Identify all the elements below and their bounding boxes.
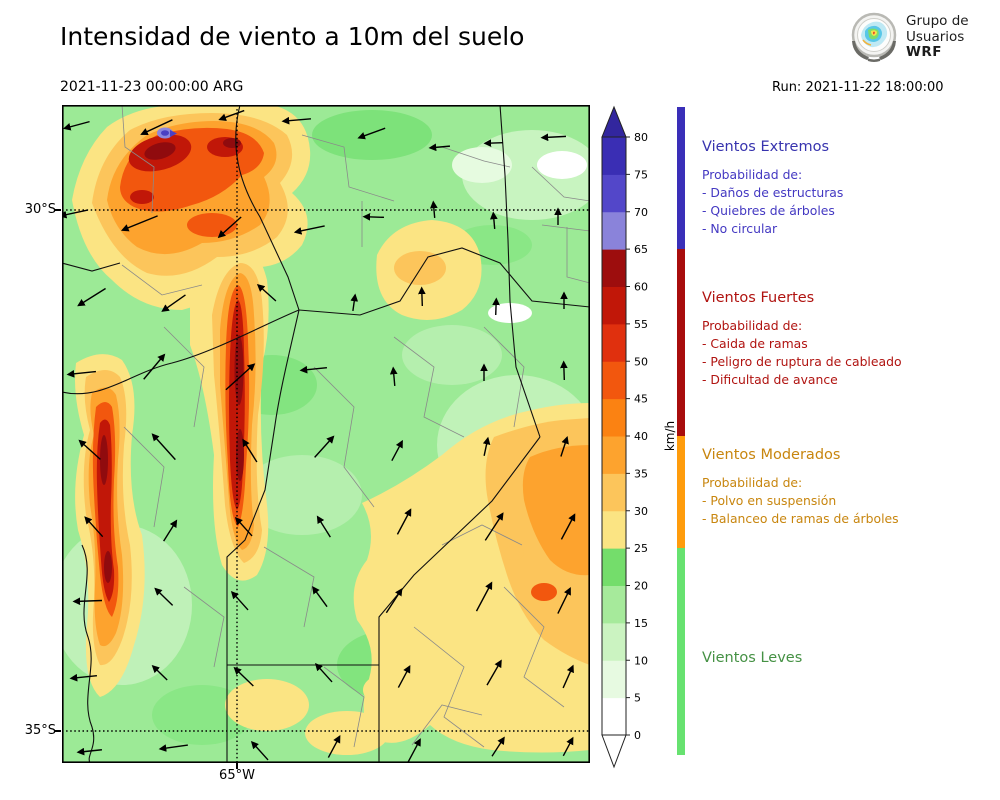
legend-heading-leves: Vientos Leves [702, 650, 803, 666]
svg-text:10: 10 [634, 654, 648, 667]
svg-text:50: 50 [634, 355, 648, 368]
run-time-label: Run: 2021-11-22 18:00:00 [772, 80, 944, 95]
category-strip-segment [677, 548, 685, 755]
logo-line-2: Usuarios [906, 28, 965, 45]
extreme-wind-spot [157, 127, 177, 139]
axis-tick-65w [236, 763, 238, 769]
axis-tick-30s [55, 209, 61, 211]
svg-text:15: 15 [634, 617, 648, 630]
logo-line-1: Grupo de [906, 13, 969, 29]
svg-text:40: 40 [634, 430, 648, 443]
svg-text:km/h: km/h [663, 421, 677, 451]
category-strip-segment [677, 436, 685, 549]
wind-vector-arrows [62, 109, 576, 763]
legend-light-winds: Vientos Leves [702, 650, 998, 677]
legend-item: - Balanceo de ramas de árboles [702, 511, 899, 526]
lat-label-35s: 35°S [24, 723, 56, 738]
legend-heading-fuertes: Vientos Fuertes [702, 290, 815, 306]
svg-text:35: 35 [634, 467, 648, 480]
legend-item: Probabilidad de: [702, 167, 803, 182]
globe-seal-icon [851, 12, 897, 62]
svg-text:5: 5 [634, 692, 641, 705]
legend-item: - Polvo en suspensión [702, 493, 837, 508]
province-boundaries [62, 105, 590, 763]
lat-label-30s: 30°S [24, 202, 56, 217]
category-strip-segment [677, 249, 685, 436]
svg-text:0: 0 [634, 729, 641, 742]
svg-text:30: 30 [634, 505, 648, 518]
department-boundaries [121, 105, 590, 748]
graticule-lines [62, 105, 590, 763]
map-canvas [62, 105, 591, 764]
svg-text:60: 60 [634, 281, 648, 294]
svg-text:75: 75 [634, 168, 648, 181]
svg-text:80: 80 [634, 131, 648, 144]
legend-item: - Caida de ramas [702, 336, 808, 351]
valid-time-label: 2021-11-23 00:00:00 ARG [60, 79, 244, 95]
legend-item: - No circular [702, 221, 778, 236]
svg-text:45: 45 [634, 393, 648, 406]
legend-item: Probabilidad de: [702, 475, 803, 490]
legend-item: Probabilidad de: [702, 318, 803, 333]
svg-text:70: 70 [634, 206, 648, 219]
legend-item: - Quiebres de árboles [702, 203, 835, 218]
wrf-users-group-logo: Grupo de Usuarios WRF [849, 11, 999, 69]
category-strip-segment [677, 107, 685, 250]
axis-tick-35s [55, 730, 61, 732]
legend-item: - Dificultad de avance [702, 372, 838, 387]
legend-item: - Daños de estructuras [702, 185, 844, 200]
legend-heading-moderados: Vientos Moderados [702, 447, 841, 463]
legend-extreme-winds: Vientos Extremos Probabilidad de: - Daño… [702, 139, 998, 238]
wind-speed-colorbar: 0 5 10 15 20 25 30 35 40 45 50 55 60 65 70 75 80 km/h [601, 105, 677, 769]
legend-heading-extremos: Vientos Extremos [702, 139, 830, 155]
svg-text:25: 25 [634, 542, 648, 555]
logo-line-3: WRF [906, 44, 943, 60]
svg-text:20: 20 [634, 580, 648, 593]
page-title: Intensidad de viento a 10m del suelo [60, 22, 525, 51]
svg-text:55: 55 [634, 318, 648, 331]
legend-moderate-winds: Vientos Moderados Probabilidad de: - Pol… [702, 447, 998, 528]
lon-label-65w: 65°W [219, 768, 255, 783]
legend-item: - Peligro de ruptura de cableado [702, 354, 902, 369]
legend-strong-winds: Vientos Fuertes Probabilidad de: - Caida… [702, 290, 998, 389]
wind-intensity-map[interactable] [62, 105, 591, 764]
svg-text:65: 65 [634, 243, 648, 256]
map-border [62, 105, 591, 764]
